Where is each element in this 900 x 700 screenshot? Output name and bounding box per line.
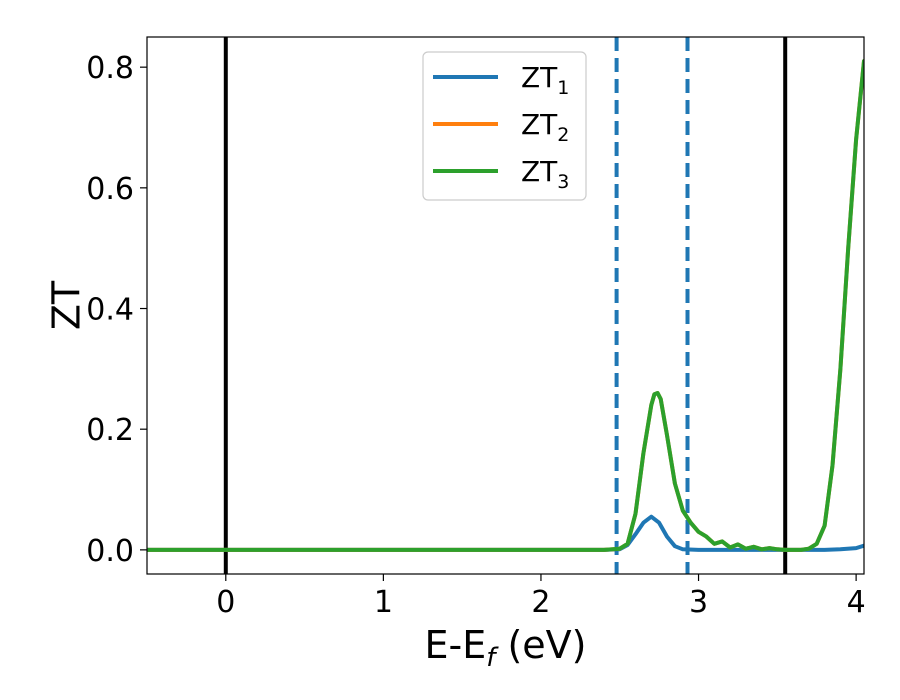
x-axis-label-main: E-E: [425, 623, 487, 667]
series-line-1: [147, 514, 864, 552]
x-tick-label-0: 0: [216, 585, 235, 620]
legend-label-2: ZT2: [521, 108, 569, 146]
series-layer: [147, 59, 864, 552]
legend-label-1: ZT1: [521, 61, 569, 99]
legend-box: [422, 51, 587, 201]
plot-frame: [146, 36, 865, 575]
x-tick-label-1: 1: [374, 585, 393, 620]
legend-label-3: ZT3: [521, 155, 569, 193]
y-tick-label-4: 0.8: [86, 51, 134, 86]
y-tick-label-3: 0.6: [86, 172, 134, 207]
x-axis-label-unit: (eV): [495, 623, 586, 667]
y-tick-label-0: 0.0: [86, 534, 134, 569]
x-axis: 0 1 2 3 4: [216, 574, 866, 620]
legend: ZT1 ZT2 ZT3: [422, 51, 587, 201]
y-axis: 0.0 0.2 0.4 0.6 0.8: [86, 51, 147, 569]
x-tick-label-4: 4: [847, 585, 866, 620]
reference-lines: [223, 37, 788, 574]
series-line-3: [147, 59, 864, 552]
y-tick-label-2: 0.4: [86, 293, 134, 328]
y-tick-label-1: 0.2: [86, 413, 134, 448]
x-axis-label: E-Ef (eV): [425, 623, 587, 673]
x-tick-label-2: 2: [531, 585, 550, 620]
y-axis-label: ZT: [44, 280, 88, 330]
x-tick-label-3: 3: [689, 585, 708, 620]
